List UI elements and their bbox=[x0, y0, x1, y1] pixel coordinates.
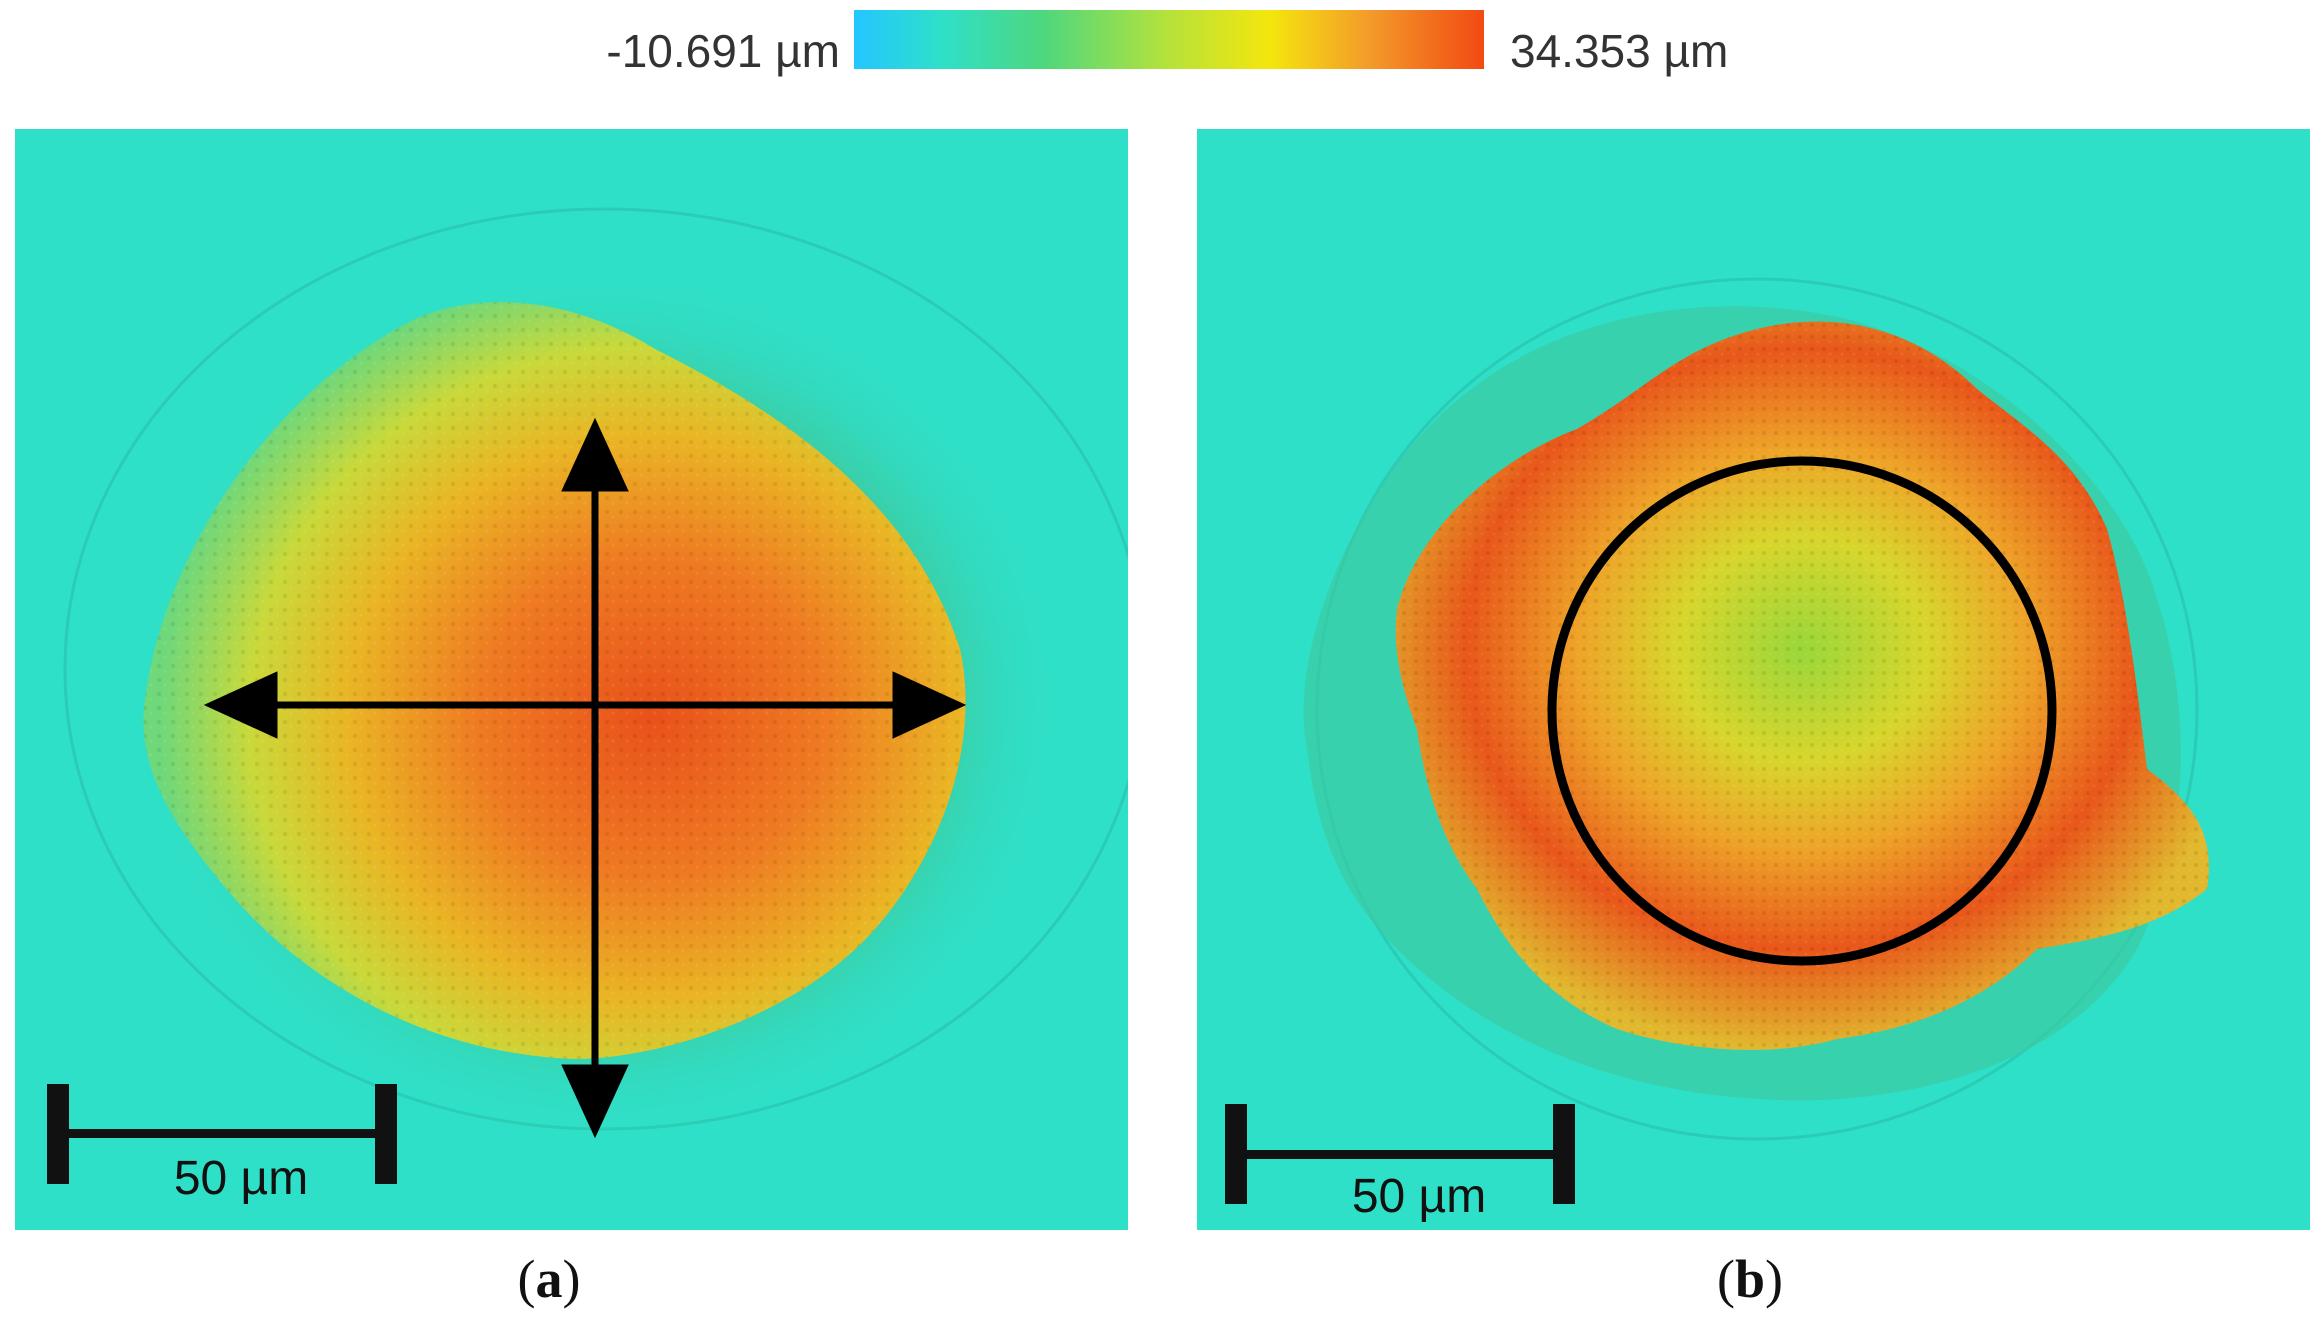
panel-a-scale-text: 50 µm bbox=[174, 1152, 308, 1205]
arrow-right-head bbox=[892, 671, 967, 739]
panel-b-caption-label: (b) bbox=[1716, 1249, 1783, 1309]
height-colorbar: -10.691 µm 34.353 µm bbox=[0, 0, 2318, 120]
panel-b-image: 50 µm bbox=[1197, 129, 2310, 1230]
panel-a-image: 50 µm bbox=[15, 129, 1128, 1230]
panel-a-caption-label: (a) bbox=[517, 1249, 581, 1309]
panel-b-scale-text: 50 µm bbox=[1352, 1170, 1486, 1223]
panel-a-crossed-arrows bbox=[203, 417, 967, 1139]
arrow-left-head bbox=[203, 671, 278, 739]
panel-a-scale-bar bbox=[47, 1084, 397, 1184]
arrow-down-head bbox=[561, 1064, 629, 1139]
panel-b-scale-bar bbox=[1225, 1104, 1575, 1204]
panel-b-height-map: 50 µm bbox=[1197, 129, 2310, 1230]
colorbar-max-label: 34.353 µm bbox=[1510, 25, 1729, 77]
panel-a-height-map: 50 µm bbox=[15, 129, 1128, 1230]
colorbar-min-label: -10.691 µm bbox=[606, 25, 840, 77]
colorbar-gradient bbox=[854, 10, 1484, 69]
panel-b-circle-annotation bbox=[1547, 456, 2057, 966]
arrow-up-head bbox=[561, 417, 629, 492]
